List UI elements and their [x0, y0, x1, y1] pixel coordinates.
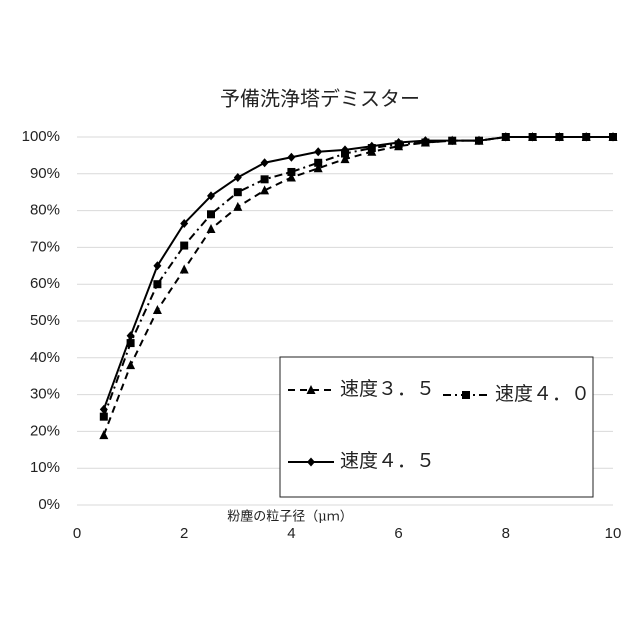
marker [314, 159, 322, 167]
y-tick-label: 40% [30, 349, 60, 366]
marker [126, 360, 135, 369]
marker [153, 280, 161, 288]
marker [207, 224, 216, 233]
legend-label: 速度３．５ [340, 378, 435, 400]
marker [314, 147, 322, 156]
y-tick-label: 70% [30, 238, 60, 255]
page: 予備洗浄塔デミスター 粉塵の粒子径（μｍ） 0% 10% 20% 30% 40% 50% 6… [0, 0, 640, 640]
marker [100, 413, 108, 421]
marker [153, 305, 162, 314]
x-tick-label: 2 [180, 525, 188, 542]
x-tick-label: 8 [502, 525, 510, 542]
y-tick-label: 0% [38, 496, 60, 513]
y-tick-label: 30% [30, 386, 60, 403]
y-tick-label: 50% [30, 312, 60, 329]
marker [287, 168, 295, 176]
marker [127, 331, 135, 340]
legend-label: 速度４．０ [495, 383, 590, 405]
chart: 予備洗浄塔デミスター 粉塵の粒子径（μｍ） 0% 10% 20% 30% 40% 50% 6… [0, 0, 640, 640]
x-tick-label: 10 [605, 525, 622, 542]
legend-label: 速度４．５ [340, 450, 435, 472]
legend-box [280, 357, 593, 497]
legend-marker [462, 391, 470, 399]
marker [261, 175, 269, 183]
marker [180, 264, 189, 273]
y-tick-label: 20% [30, 422, 60, 439]
marker [234, 173, 242, 182]
x-tick-label: 4 [287, 525, 295, 542]
y-tick-label: 90% [30, 165, 60, 182]
y-tick-label: 80% [30, 202, 60, 219]
x-tick-label: 0 [73, 525, 81, 542]
chart-title: 予備洗浄塔デミスター [220, 87, 420, 111]
marker [100, 405, 108, 414]
marker [287, 153, 295, 162]
y-tick-label: 10% [30, 459, 60, 476]
marker [207, 210, 215, 218]
marker [261, 158, 269, 167]
y-tick-label: 100% [22, 128, 60, 145]
y-tick-label: 60% [30, 275, 60, 292]
x-axis-label: 粉塵の粒子径（μｍ） [227, 510, 352, 525]
x-tick-label: 6 [394, 525, 402, 542]
marker [233, 202, 242, 211]
marker [234, 188, 242, 196]
marker [180, 242, 188, 250]
